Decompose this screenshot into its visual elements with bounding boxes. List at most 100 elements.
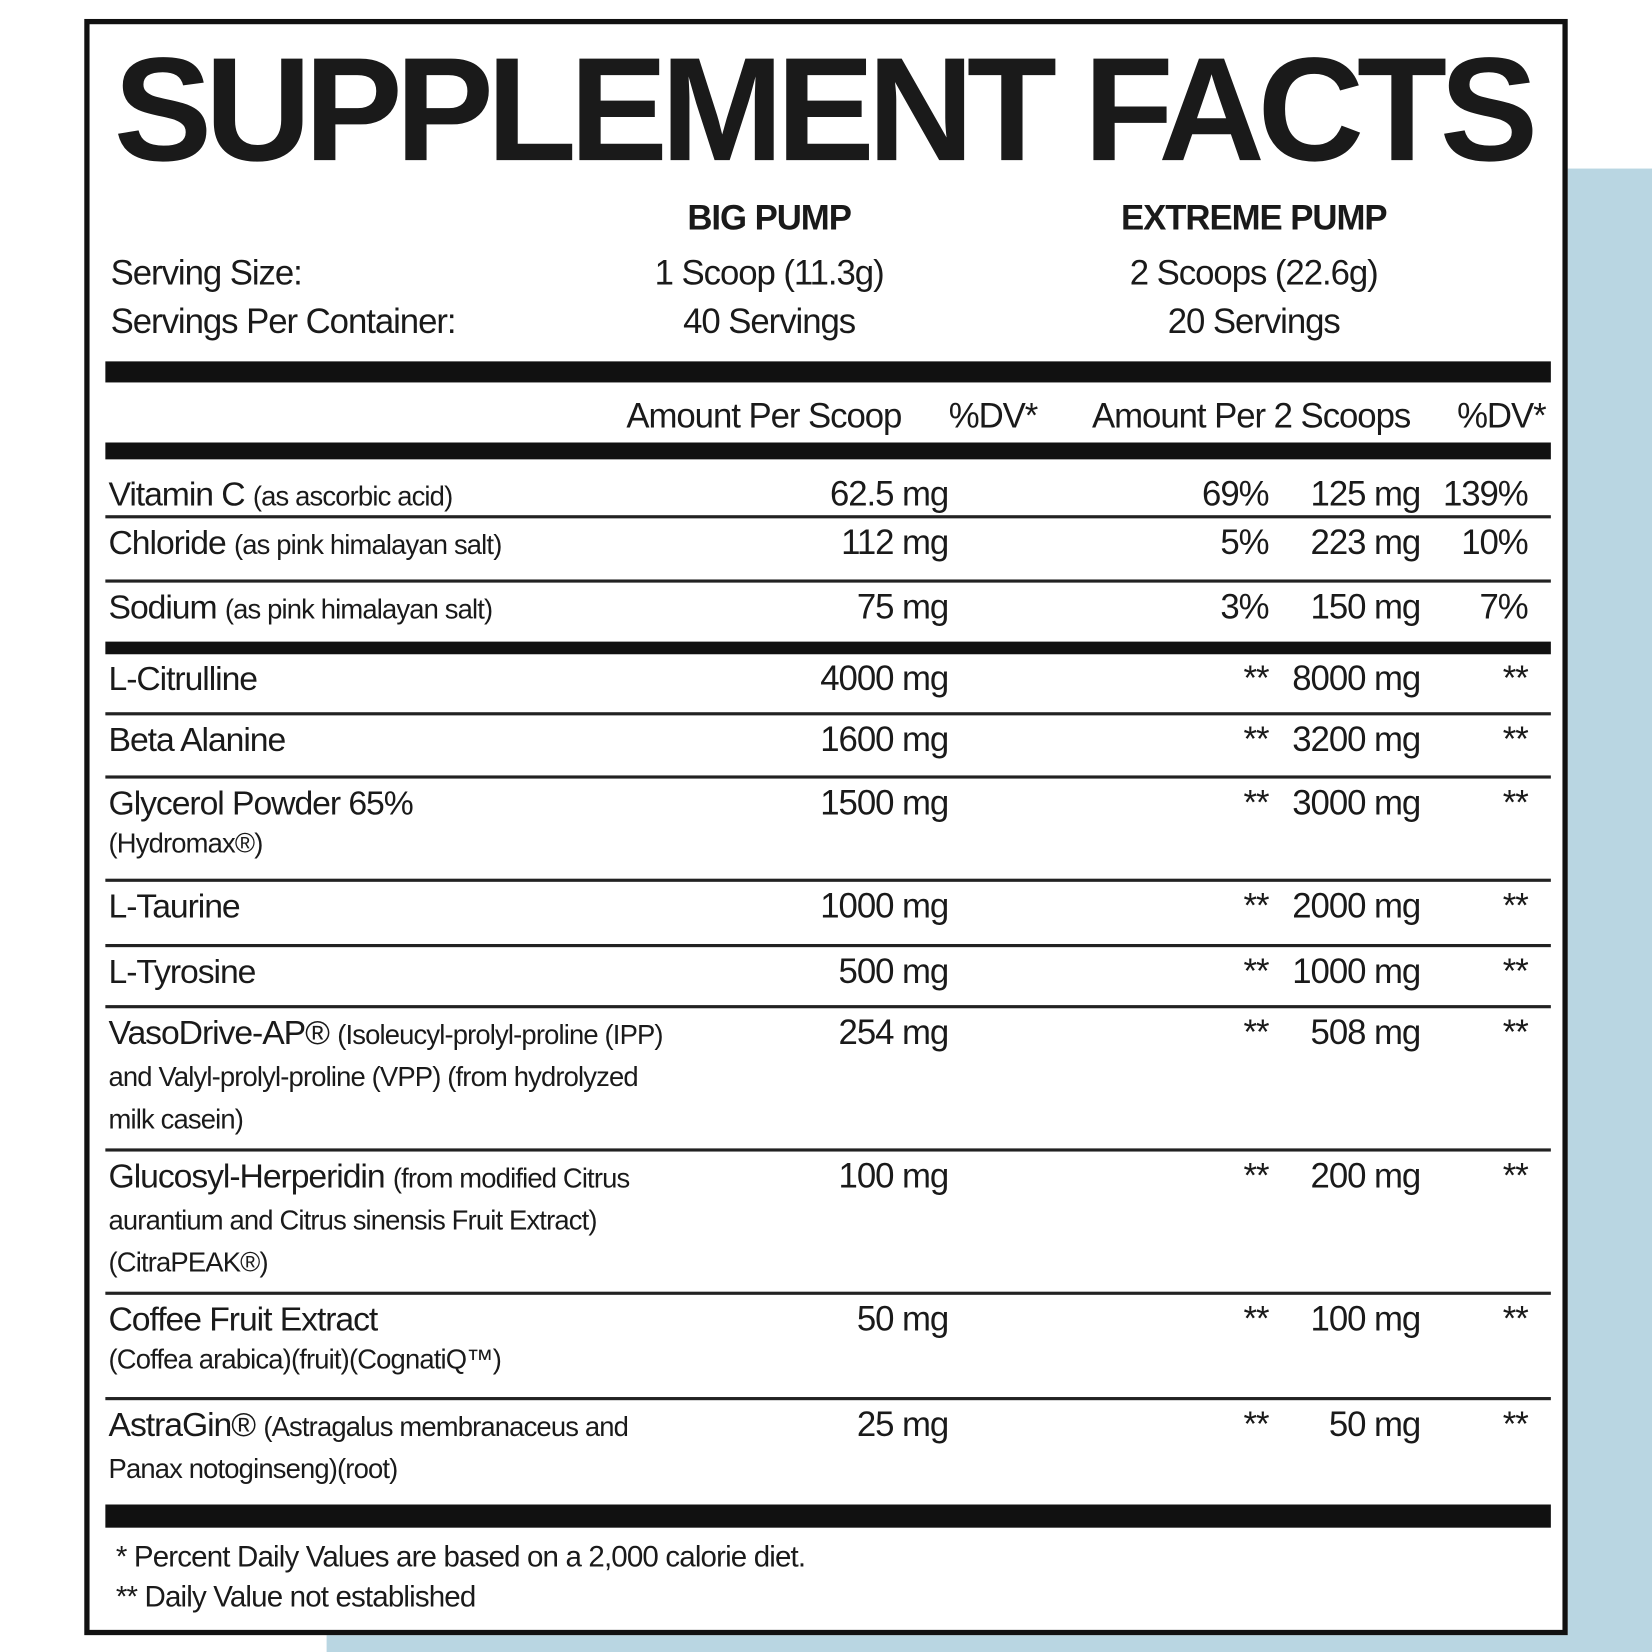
daily-value: ** (1243, 1155, 1270, 1195)
daily-value: ** (1502, 1299, 1529, 1339)
ingredient-name: Glycerol Powder 65% (108, 783, 414, 822)
ingredient-cell: Beta Alanine (109, 720, 667, 760)
product-name: BIG PUMP (687, 198, 852, 238)
column-header: Amount Per Scoop (626, 396, 902, 436)
ingredient-name: Glucosyl-Herperidin (108, 1156, 386, 1195)
serving-size: 1 Scoop (11.3g) (654, 252, 885, 292)
amount: 200 mg (1310, 1155, 1422, 1195)
ingredient-row: Beta Alanine 1600 mg ** 3200 mg ** (105, 715, 1551, 779)
daily-value: ** (1243, 1299, 1270, 1339)
ingredient-row: Coffee Fruit Extract (Coffea arabica)(fr… (105, 1295, 1551, 1401)
daily-value: 7% (1479, 586, 1529, 626)
title: SUPPLEMENT FACTS (114, 32, 1538, 179)
daily-value: ** (1243, 658, 1270, 698)
serving-size-label: Serving Size: (110, 252, 303, 292)
thick-rule (105, 1504, 1551, 1528)
ingredient-row: Glycerol Powder 65% (Hydromax®) 1500 mg **… (105, 779, 1551, 882)
daily-value: ** (1502, 782, 1529, 822)
daily-value: ** (1243, 1012, 1270, 1052)
ingredient-cell: Chloride (as pink himalayan salt) (109, 523, 667, 565)
column-header: Amount Per 2 Scoops (1092, 396, 1411, 436)
ingredient-cell: Glucosyl-Herperidin (from modified Citru… (109, 1156, 667, 1282)
daily-value: 139% (1442, 474, 1529, 514)
amount: 112 mg (841, 522, 949, 562)
ingredient-detail: (Hydromax®) (108, 827, 264, 859)
ingredient-row: L-Tyrosine 500 mg ** 1000 mg ** (105, 947, 1551, 1009)
amount: 4000 mg (820, 658, 949, 698)
ingredient-row: L-Citrulline 4000 mg ** 8000 mg ** (105, 654, 1551, 716)
amount: 1000 mg (1292, 951, 1421, 991)
ingredient-name: Sodium (108, 587, 218, 626)
amount: 62.5 mg (829, 474, 949, 514)
servings: 20 Servings (1167, 301, 1341, 341)
daily-value: ** (1243, 782, 1270, 822)
amount: 508 mg (1310, 1012, 1422, 1052)
daily-value: ** (1502, 719, 1529, 759)
amount: 3200 mg (1292, 719, 1421, 759)
daily-value: ** (1243, 951, 1270, 991)
footnote: * Percent Daily Values are based on a 2,… (115, 1540, 806, 1573)
amount: 50 mg (1328, 1404, 1421, 1444)
ingredient-row: Chloride (as pink himalayan salt) 112 mg 5… (105, 518, 1551, 583)
ingredient-name: AstraGin® (108, 1405, 257, 1444)
ingredient-name: Coffee Fruit Extract (108, 1300, 379, 1339)
ingredient-detail: (as pink himalayan salt) (224, 593, 493, 625)
amount: 150 mg (1310, 586, 1422, 626)
ingredient-cell: L-Tyrosine (109, 951, 667, 991)
amount: 500 mg (838, 951, 950, 991)
ingredient-detail: (Astragalus membranaceus and Panax notog… (108, 1410, 629, 1485)
ingredient-detail: (Isoleucyl-prolyl-proline (IPP) and Valy… (108, 1018, 664, 1135)
ingredient-name: Vitamin C (108, 475, 246, 514)
daily-value: 3% (1220, 586, 1269, 626)
label-frame (84, 18, 1568, 1636)
ingredient-cell: Sodium (as pink himalayan salt) (109, 587, 667, 629)
ingredient-table: Vitamin C (as ascorbic acid) 62.5 mg 69% 12… (105, 470, 1551, 1497)
amount: 223 mg (1310, 522, 1422, 562)
daily-value: 5% (1220, 522, 1269, 562)
daily-value: ** (1502, 1155, 1529, 1195)
amount: 100 mg (1310, 1299, 1422, 1339)
ingredient-row: Sodium (as pink himalayan salt) 75 mg 3% 15… (105, 583, 1551, 655)
amount: 100 mg (838, 1155, 950, 1195)
amount: 1500 mg (820, 782, 949, 822)
ingredient-cell: Glycerol Powder 65% (Hydromax®) (109, 783, 667, 863)
daily-value: ** (1502, 886, 1529, 926)
servings-label: Servings Per Container: (110, 301, 457, 341)
amount: 2000 mg (1292, 886, 1421, 926)
column-header: %DV* (948, 396, 1039, 436)
ingredient-name: L-Taurine (108, 887, 241, 926)
amount: 3000 mg (1292, 782, 1421, 822)
daily-value: ** (1243, 886, 1270, 926)
daily-value: ** (1243, 1404, 1270, 1444)
ingredient-row: L-Taurine 1000 mg ** 2000 mg ** (105, 882, 1551, 948)
ingredient-cell: L-Citrulline (109, 658, 667, 698)
amount: 125 mg (1310, 474, 1422, 514)
ingredient-row: AstraGin® (Astragalus membranaceus and P… (105, 1400, 1550, 1497)
amount: 254 mg (838, 1012, 950, 1052)
daily-value: ** (1502, 658, 1529, 698)
serving-size: 2 Scoops (22.6g) (1129, 252, 1379, 292)
ingredient-cell: AstraGin® (Astragalus membranaceus and P… (109, 1404, 667, 1488)
product-name: EXTREME PUMP (1120, 198, 1388, 238)
ingredient-detail: (from modified Citrus aurantium and Citr… (108, 1162, 631, 1278)
daily-value: 10% (1461, 522, 1528, 562)
ingredient-name: VasoDrive-AP® (108, 1013, 330, 1052)
daily-value: ** (1502, 951, 1529, 991)
ingredient-cell: VasoDrive-AP® (Isoleucyl-prolyl-proline … (109, 1012, 667, 1138)
ingredient-row: Vitamin C (as ascorbic acid) 62.5 mg 69% 12… (105, 470, 1551, 519)
ingredient-detail: (as pink himalayan salt) (233, 528, 502, 561)
thick-rule (105, 361, 1551, 383)
amount: 50 mg (856, 1299, 949, 1339)
thick-rule (105, 442, 1551, 460)
amount: 1600 mg (820, 719, 949, 759)
ingredient-cell: L-Taurine (109, 886, 667, 926)
ingredient-row: VasoDrive-AP® (Isoleucyl-prolyl-proline … (105, 1008, 1551, 1152)
ingredient-row: Glucosyl-Herperidin (from modified Citru… (105, 1152, 1551, 1295)
footnote: ** Daily Value not established (115, 1580, 476, 1614)
ingredient-detail: (Coffea arabica)(fruit)(CognatiQ™) (108, 1343, 502, 1375)
daily-value: ** (1502, 1012, 1529, 1052)
daily-value: 69% (1202, 474, 1269, 514)
column-header: %DV* (1457, 396, 1547, 436)
